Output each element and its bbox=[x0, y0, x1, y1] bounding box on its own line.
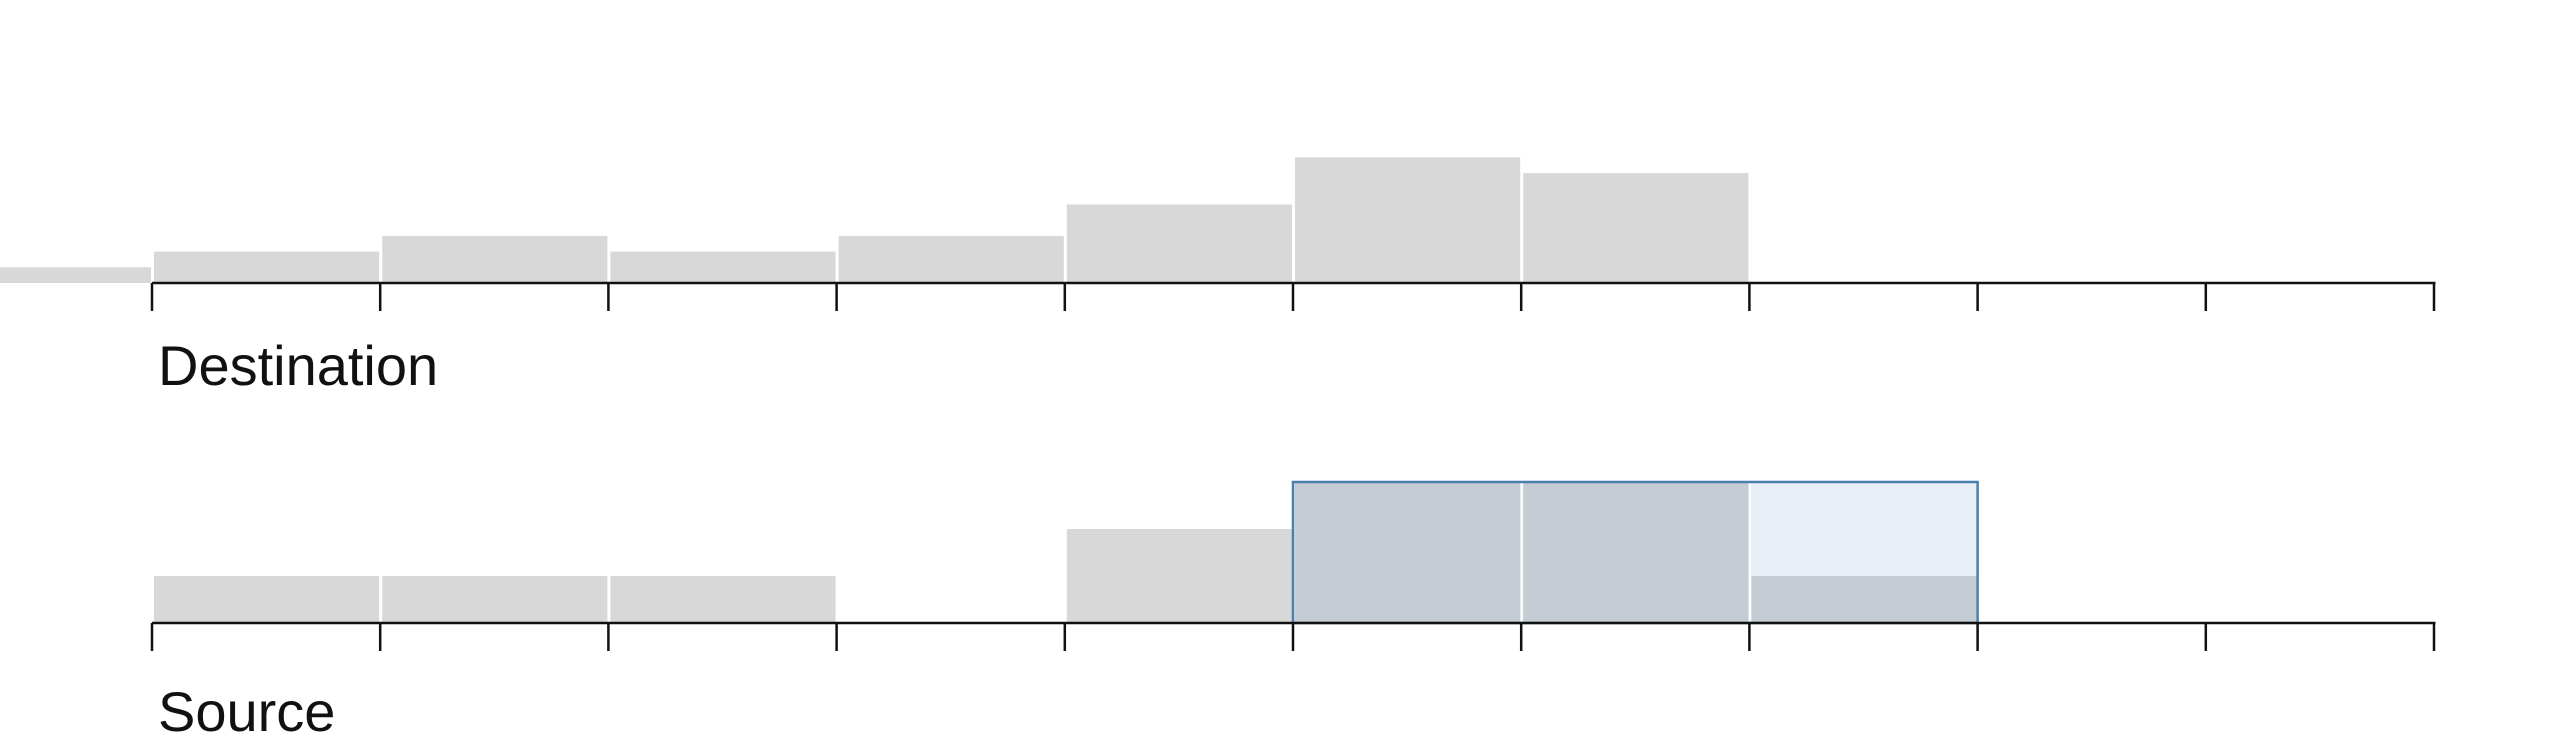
source-selected-bar bbox=[1523, 482, 1749, 623]
destination-bar bbox=[382, 235, 608, 283]
destination-histogram bbox=[0, 157, 2436, 311]
source-title: Source bbox=[158, 680, 336, 743]
destination-bar bbox=[1295, 157, 1521, 283]
destination-bar bbox=[838, 235, 1064, 283]
source-bar bbox=[1066, 529, 1292, 623]
destination-bar bbox=[1066, 204, 1292, 283]
destination-bar bbox=[154, 251, 380, 283]
source-bar bbox=[382, 576, 608, 623]
source-bar bbox=[154, 576, 380, 623]
source-bar bbox=[610, 576, 836, 623]
destination-bar bbox=[610, 251, 836, 283]
source-histogram bbox=[150, 480, 2436, 651]
source-selected-bar bbox=[1751, 576, 1977, 623]
destination-bar bbox=[0, 267, 151, 283]
destination-title: Destination bbox=[158, 334, 439, 397]
source-selected-bar bbox=[1295, 482, 1521, 623]
destination-bar bbox=[1523, 173, 1749, 283]
